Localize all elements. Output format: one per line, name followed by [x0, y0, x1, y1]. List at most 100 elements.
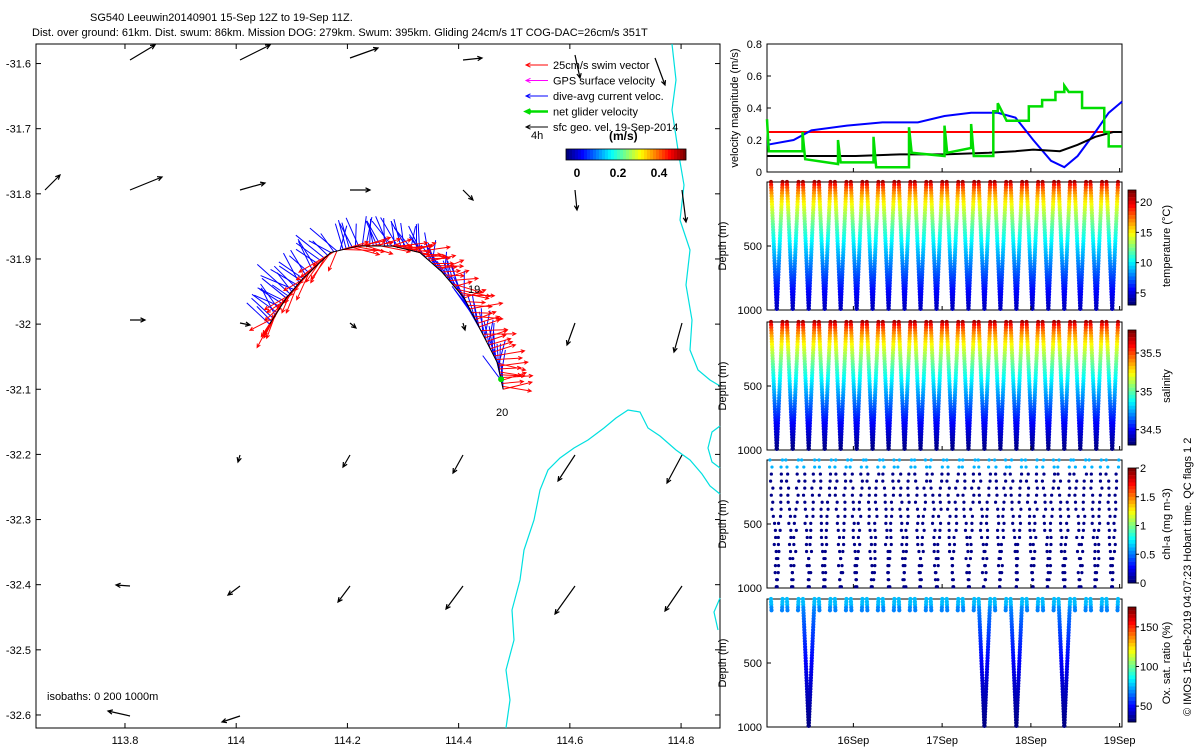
profile-dot — [918, 306, 923, 311]
swim-vector — [469, 301, 504, 310]
swim-vector — [424, 253, 447, 258]
colorbar-cell — [638, 149, 642, 160]
profile-dot — [955, 479, 959, 483]
profile-dot — [865, 479, 869, 483]
profile-dot — [796, 493, 800, 497]
colorbar-cell — [1128, 265, 1136, 270]
profile-dot — [915, 535, 920, 540]
profile-dot — [854, 571, 859, 575]
profile-dot — [823, 549, 827, 554]
colorbar-label: temperature (°C) — [1161, 205, 1173, 287]
profile-dot — [931, 493, 935, 497]
swim-vector — [500, 373, 534, 379]
geo-velocity-arrow — [226, 585, 241, 596]
dac-vector — [251, 293, 278, 313]
profile-dot — [867, 486, 871, 490]
colorbar-cell — [1128, 272, 1136, 277]
profile-dot — [849, 458, 853, 462]
profile-dot — [966, 446, 971, 451]
profile-dot — [1094, 306, 1099, 311]
profile-dot — [900, 542, 904, 547]
profile-dot — [886, 571, 891, 575]
colorbar-cell — [1128, 254, 1136, 259]
swim-vector — [365, 245, 394, 256]
profile-dot — [790, 306, 795, 311]
profile-dot — [790, 571, 795, 575]
profile-dot — [835, 521, 839, 525]
colorbar-cell — [1128, 409, 1136, 413]
profile-dot — [930, 521, 935, 525]
profile-dot — [1062, 306, 1067, 311]
profile-dot — [889, 528, 893, 533]
profile-dot — [946, 472, 950, 476]
profile-dot — [774, 306, 779, 311]
profile-dot — [806, 306, 811, 311]
colorbar-cell — [1128, 204, 1136, 209]
colorbar-cell — [1128, 427, 1136, 431]
dac-vector — [289, 255, 310, 274]
geo-velocity-arrow — [114, 582, 131, 589]
legend-label: GPS surface velocity — [553, 76, 656, 88]
profile-dot — [928, 465, 932, 469]
profile-dot — [800, 458, 804, 462]
dac-vector — [256, 263, 291, 295]
profile-dot — [787, 507, 792, 511]
profile-dot — [941, 458, 946, 462]
profile-dot — [834, 472, 838, 476]
dac-vector — [337, 220, 347, 249]
profile-dot — [817, 465, 821, 469]
dac-vector — [498, 343, 501, 372]
geo-velocity-arrow — [239, 321, 252, 327]
profile-dot — [825, 542, 829, 547]
profile-dot — [818, 472, 822, 476]
colorbar-tick-label: 0.4 — [651, 166, 668, 180]
colorbar-tick-label: 15 — [1140, 227, 1152, 239]
colorbar-cell — [1128, 269, 1136, 273]
profile-dot — [804, 542, 809, 547]
profile-dot — [882, 486, 887, 490]
map-x-tick-label: 113.8 — [112, 735, 139, 747]
title-line-1: SG540 Leeuwin20140901 15-Sep 12Z to 19-S… — [90, 12, 353, 24]
colorbar-tick-label: 0.2 — [610, 166, 627, 180]
geo-velocity-arrow — [239, 44, 272, 61]
colorbar-cell — [1128, 402, 1136, 406]
geo-velocity-arrow — [672, 322, 683, 354]
legend-swatch — [524, 93, 548, 99]
profile-dot — [851, 528, 855, 533]
isobath-line — [713, 597, 721, 631]
profile-dot — [774, 446, 779, 451]
colorbar-cell — [632, 149, 636, 160]
profile-dot — [918, 571, 922, 575]
profile-dot — [921, 521, 925, 525]
profile-dot — [998, 306, 1003, 311]
profile-dot — [792, 535, 796, 540]
isobath-line — [707, 425, 721, 469]
profile-dot — [902, 571, 906, 575]
profile-dot — [1110, 446, 1115, 451]
colorbar-cell — [1128, 247, 1136, 252]
colorbar-cell — [1128, 344, 1136, 349]
colorbar-cell — [1128, 301, 1136, 306]
colorbar-cell — [1128, 215, 1136, 219]
profile-dot — [933, 578, 938, 582]
title-line-2: Dist. over ground: 61km. Dist. swum: 86k… — [32, 27, 648, 39]
profile-dot — [866, 500, 871, 504]
profile-dot — [805, 514, 809, 518]
profile-dot — [906, 514, 910, 518]
swim-vector — [503, 380, 534, 390]
profile-dot — [857, 507, 861, 511]
profile-dot — [808, 535, 813, 540]
swim-vector — [352, 246, 381, 256]
profile-dot — [806, 446, 811, 451]
colorbar-cell — [1128, 369, 1136, 374]
profile-dot — [913, 472, 917, 476]
profile-dot — [903, 564, 907, 568]
dac-vector — [339, 223, 353, 248]
swim-vector — [451, 283, 484, 294]
colorbar-cell — [1128, 244, 1136, 248]
profile-dot — [918, 446, 923, 451]
profile-dot — [873, 542, 877, 547]
swim-vector — [482, 331, 517, 337]
profile-dot — [887, 578, 891, 582]
swim-vector — [439, 259, 465, 271]
